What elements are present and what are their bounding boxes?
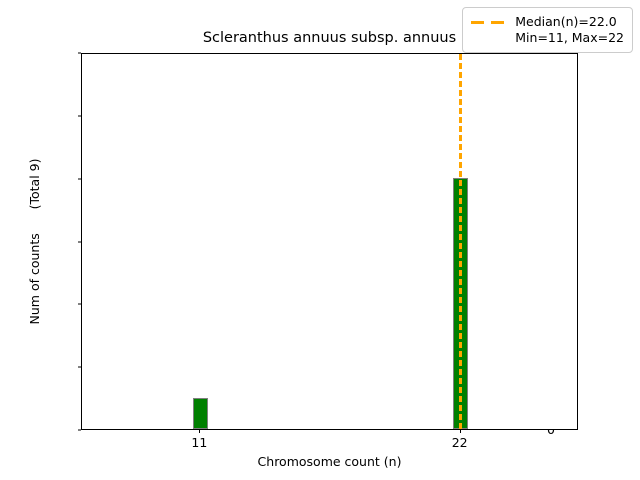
y-tick-mark	[77, 52, 81, 54]
legend-dashed-line-icon	[471, 14, 507, 30]
median-line	[459, 54, 463, 429]
bar	[192, 397, 209, 429]
y-tick-mark	[77, 303, 81, 305]
x-axis-label: Chromosome count (n)	[257, 454, 402, 469]
y-tick-mark	[77, 115, 81, 117]
y-tick-mark	[77, 178, 81, 180]
plot-area	[81, 53, 578, 430]
y-tick-mark	[77, 366, 81, 368]
x-tick-mark	[199, 429, 201, 433]
legend: Median(n)=22.0 Min=11, Max=22	[462, 7, 633, 53]
chart-title: Scleranthus annuus subsp. annuus	[202, 30, 457, 46]
y-axis-label: Num of counts (Total 9)	[27, 158, 42, 325]
legend-text: Median(n)=22.0 Min=11, Max=22	[515, 14, 624, 46]
x-tick-mark	[459, 429, 461, 433]
x-tick-label: 22	[451, 435, 468, 450]
x-tick-label: 11	[191, 435, 208, 450]
y-tick-mark	[77, 241, 81, 242]
y-tick-mark	[77, 429, 81, 431]
legend-label-minmax: Min=11, Max=22	[515, 30, 624, 45]
legend-label-median: Median(n)=22.0	[515, 14, 617, 29]
